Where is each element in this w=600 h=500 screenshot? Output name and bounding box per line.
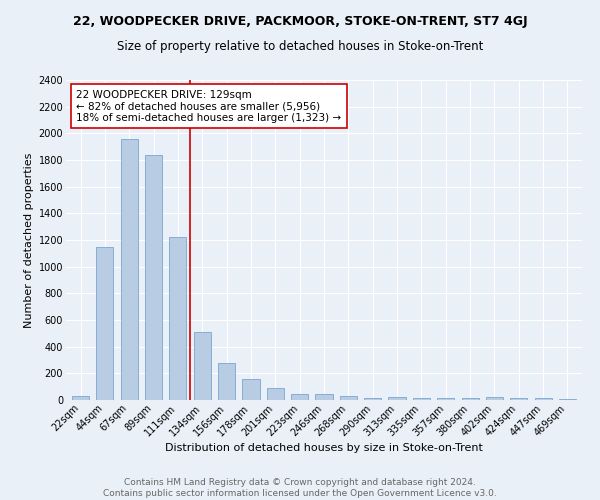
Bar xyxy=(461,398,479,400)
Bar xyxy=(121,138,138,400)
Bar xyxy=(316,394,332,400)
Y-axis label: Number of detached properties: Number of detached properties xyxy=(25,152,34,328)
Bar xyxy=(242,380,260,400)
Bar xyxy=(291,394,308,400)
Bar xyxy=(97,246,113,400)
Bar xyxy=(72,396,89,400)
Text: 22, WOODPECKER DRIVE, PACKMOOR, STOKE-ON-TRENT, ST7 4GJ: 22, WOODPECKER DRIVE, PACKMOOR, STOKE-ON… xyxy=(73,15,527,28)
Bar xyxy=(535,398,551,400)
Bar xyxy=(169,238,187,400)
Bar xyxy=(364,398,381,400)
Bar xyxy=(145,154,162,400)
Bar xyxy=(510,398,527,400)
Bar xyxy=(486,397,503,400)
Bar xyxy=(194,332,211,400)
Bar xyxy=(389,398,406,400)
Bar xyxy=(218,364,235,400)
Text: 22 WOODPECKER DRIVE: 129sqm
← 82% of detached houses are smaller (5,956)
18% of : 22 WOODPECKER DRIVE: 129sqm ← 82% of det… xyxy=(76,90,341,123)
Text: Contains HM Land Registry data © Crown copyright and database right 2024.
Contai: Contains HM Land Registry data © Crown c… xyxy=(103,478,497,498)
Text: Size of property relative to detached houses in Stoke-on-Trent: Size of property relative to detached ho… xyxy=(117,40,483,53)
Bar xyxy=(267,388,284,400)
Bar xyxy=(413,398,430,400)
Bar xyxy=(340,396,357,400)
Bar xyxy=(559,398,576,400)
Bar xyxy=(437,398,454,400)
X-axis label: Distribution of detached houses by size in Stoke-on-Trent: Distribution of detached houses by size … xyxy=(165,443,483,453)
